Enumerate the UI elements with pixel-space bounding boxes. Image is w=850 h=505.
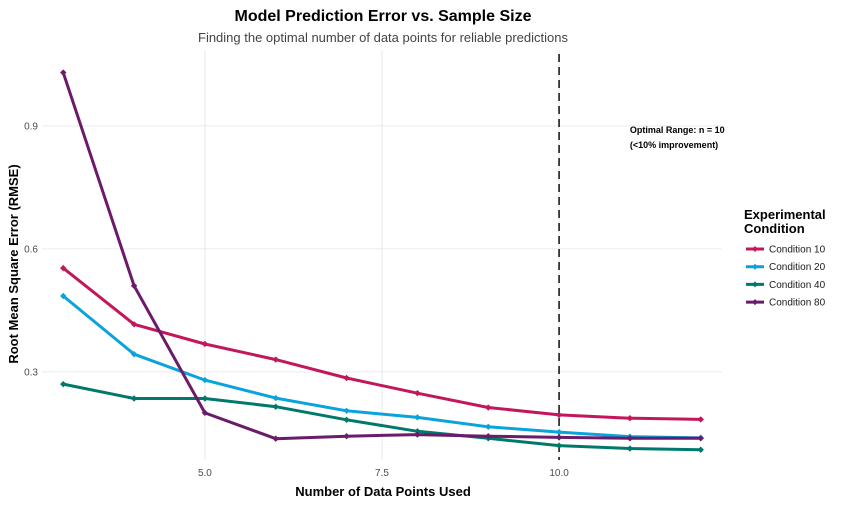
x-tick-label: 7.5 (375, 468, 389, 479)
data-point (555, 434, 563, 441)
data-point (130, 282, 138, 289)
data-point (485, 433, 492, 440)
series-condition-10 (60, 264, 704, 423)
data-point (60, 380, 67, 388)
x-tick-label: 10.0 (549, 468, 569, 479)
annotation-line-1: Optimal Range: n = 10 (630, 125, 725, 135)
data-point (201, 395, 209, 402)
legend-title-line-1: Experimental (744, 207, 826, 222)
data-point (201, 340, 209, 348)
data-point (697, 446, 704, 453)
data-point (201, 409, 209, 417)
data-point (626, 414, 634, 422)
series-line (61, 382, 703, 452)
data-point (343, 416, 350, 424)
data-point (343, 407, 350, 414)
chart-title: Model Prediction Error vs. Sample Size (235, 8, 532, 25)
data-point (697, 416, 704, 423)
annotation-line-2: (<10% improvement) (630, 140, 718, 150)
data-point (485, 423, 492, 430)
series-line (61, 294, 703, 440)
series-condition-20 (60, 292, 704, 442)
data-point (414, 389, 421, 397)
y-tick-label: 0.9 (24, 121, 38, 132)
data-point (130, 321, 138, 328)
data-point (130, 351, 138, 358)
legend-item: Condition 10 (746, 245, 826, 256)
data-point (130, 395, 138, 402)
legend-title-line-2: Condition (744, 221, 805, 236)
data-point (343, 374, 350, 382)
data-point (272, 394, 279, 402)
legend-label: Condition 10 (769, 245, 826, 256)
data-point (697, 435, 704, 442)
data-point (555, 428, 563, 436)
legend-item: Condition 40 (746, 280, 826, 291)
legend-label: Condition 20 (769, 262, 826, 273)
y-tick-label: 0.3 (24, 367, 38, 378)
data-point (414, 414, 421, 421)
series-line (61, 71, 703, 441)
data-point (485, 404, 492, 411)
legend-label: Condition 80 (769, 298, 826, 309)
legend: Experimental Condition Condition 10 Condi… (744, 207, 826, 309)
x-axis-title: Number of Data Points Used (295, 484, 471, 499)
data-point (272, 403, 279, 410)
legend-key-marker (752, 263, 758, 270)
data-point (626, 435, 634, 442)
series-line (61, 266, 703, 421)
legend-label: Condition 40 (769, 280, 826, 291)
data-point (555, 442, 563, 449)
data-point (272, 435, 279, 442)
x-tick-label: 5.0 (198, 468, 212, 479)
data-point (60, 69, 67, 76)
data-point (60, 292, 67, 300)
data-point (555, 411, 563, 419)
legend-key-marker (752, 281, 758, 288)
data-point (414, 428, 421, 435)
tick-labels: 5.0 7.5 10.0 0.3 0.6 0.9 (24, 121, 569, 479)
series-condition-80 (60, 69, 704, 442)
data-point (343, 433, 350, 440)
y-tick-label: 0.6 (24, 244, 38, 255)
series-layer (60, 69, 704, 453)
data-point (414, 431, 421, 438)
data-point (272, 356, 279, 363)
data-point (626, 445, 634, 452)
data-point (60, 264, 67, 272)
chart-subtitle: Finding the optimal number of data point… (198, 30, 568, 45)
data-point (201, 376, 209, 384)
legend-key-marker (752, 299, 758, 306)
legend-item: Condition 80 (746, 298, 826, 309)
legend-item: Condition 20 (746, 262, 826, 273)
legend-key-marker (752, 246, 758, 252)
y-axis-title: Root Mean Square Error (RMSE) (6, 164, 21, 363)
